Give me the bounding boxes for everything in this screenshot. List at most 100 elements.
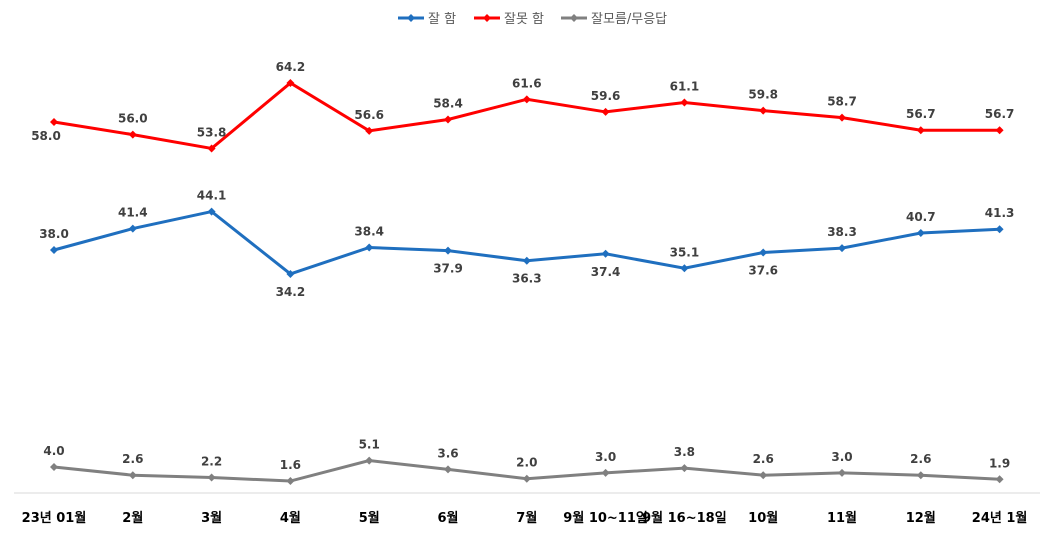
- data-point: [995, 126, 1004, 135]
- data-point: [759, 471, 768, 480]
- data-point: [995, 475, 1004, 484]
- data-point: [50, 463, 58, 471]
- data-label: 53.8: [197, 125, 227, 139]
- data-label: 38.4: [354, 224, 384, 238]
- x-tick-label: 23년 01월: [22, 510, 87, 526]
- data-label: 38.0: [39, 227, 69, 241]
- series-잘못-함: 58.0 56.0 53.8 64.2 56.6 58.4 61.6 59.6 61.1 59.8…: [31, 60, 1014, 153]
- data-label: 36.3: [512, 272, 542, 286]
- x-tick-label: 9월 10~11일: [563, 510, 648, 526]
- data-label: 56.0: [118, 112, 148, 126]
- legend-marker: [407, 14, 415, 22]
- legend-item-잘모름-무응답: 잘모름/무응답: [561, 12, 667, 27]
- legend-marker: [570, 14, 578, 22]
- x-tick-label: 3월: [201, 510, 222, 526]
- data-label: 40.7: [906, 210, 936, 224]
- data-label: 59.8: [748, 88, 778, 102]
- data-label: 3.8: [674, 445, 695, 459]
- data-point: [444, 465, 452, 474]
- data-point: [50, 118, 58, 126]
- data-point: [916, 228, 925, 237]
- data-label: 37.9: [433, 262, 463, 276]
- legend-item-잘-함: 잘 함: [398, 12, 456, 27]
- plot-area: 38.0 41.4 44.1 34.2 38.4 37.9 36.3 37.4 35.1 37.6…: [31, 60, 1014, 486]
- data-label: 41.4: [118, 206, 148, 220]
- data-label: 2.6: [753, 452, 774, 466]
- data-point: [601, 468, 610, 477]
- x-tick-label: 7월: [516, 510, 537, 526]
- data-label: 2.0: [516, 456, 537, 470]
- x-tick-label: 11월: [827, 510, 857, 526]
- data-label: 37.6: [748, 264, 778, 278]
- data-point: [207, 473, 216, 482]
- legend-label: 잘못 함: [504, 12, 544, 27]
- legend-marker: [483, 14, 491, 22]
- data-point: [680, 264, 689, 273]
- data-point: [286, 269, 295, 278]
- data-point: [601, 107, 610, 116]
- data-point: [916, 126, 925, 135]
- data-point: [365, 456, 374, 465]
- legend-item-잘못-함: 잘못 함: [474, 12, 544, 27]
- data-label: 5.1: [359, 438, 380, 452]
- data-point: [128, 471, 137, 480]
- x-tick-label: 6월: [437, 510, 458, 526]
- data-point: [207, 207, 216, 216]
- data-point: [838, 113, 846, 122]
- data-label: 4.0: [43, 444, 64, 458]
- data-label: 56.7: [906, 107, 936, 121]
- data-label: 58.7: [827, 95, 857, 109]
- data-point: [128, 224, 137, 233]
- data-point: [522, 256, 531, 265]
- data-point: [50, 246, 58, 254]
- data-point: [601, 249, 610, 258]
- data-label: 61.6: [512, 76, 542, 90]
- data-label: 61.1: [670, 79, 700, 93]
- x-tick-label: 2월: [122, 510, 143, 526]
- data-point: [838, 244, 846, 253]
- x-tick-label: 12월: [906, 510, 936, 526]
- data-point: [995, 225, 1004, 234]
- data-label: 56.7: [985, 107, 1015, 121]
- data-label: 3.0: [595, 450, 616, 464]
- data-point: [128, 130, 137, 139]
- data-point: [838, 468, 846, 477]
- data-point: [365, 243, 374, 252]
- x-tick-label: 4월: [280, 510, 301, 526]
- data-point: [916, 471, 925, 480]
- data-point: [680, 98, 689, 107]
- data-label: 34.2: [276, 285, 306, 299]
- data-point: [759, 248, 768, 257]
- data-point: [680, 464, 689, 473]
- data-label: 56.6: [354, 108, 384, 122]
- data-point: [759, 106, 768, 115]
- data-point: [444, 246, 452, 255]
- data-label: 2.2: [201, 455, 222, 469]
- data-point: [365, 126, 374, 135]
- data-point: [286, 78, 295, 87]
- data-label: 44.1: [197, 189, 227, 203]
- series-잘-함: 38.0 41.4 44.1 34.2 38.4 37.9 36.3 37.4 35.1 37.6…: [39, 189, 1014, 299]
- legend: 잘 함 잘못 함 잘모름/무응답: [398, 12, 667, 27]
- data-label: 2.6: [910, 452, 931, 466]
- data-label: 41.3: [985, 206, 1015, 220]
- data-point: [522, 95, 531, 104]
- x-tick-label: 24년 1월: [972, 510, 1028, 526]
- data-label: 1.9: [989, 456, 1010, 470]
- data-label: 35.1: [670, 245, 700, 259]
- data-label: 2.6: [122, 452, 143, 466]
- data-label: 38.3: [827, 225, 857, 239]
- data-label: 58.0: [31, 129, 61, 143]
- legend-label: 잘 함: [428, 12, 456, 27]
- data-label: 37.4: [591, 265, 621, 279]
- series-잘모름-무응답: 4.0 2.6 2.2 1.6 5.1 3.6 2.0 3.0 3.8 2.6 3.0 2.6 1.9: [43, 438, 1010, 486]
- legend-label: 잘모름/무응답: [591, 12, 667, 27]
- data-point: [522, 474, 531, 483]
- x-tick-label: 5월: [359, 510, 380, 526]
- data-label: 64.2: [276, 60, 306, 74]
- data-point: [207, 144, 216, 153]
- data-label: 59.6: [591, 89, 621, 103]
- x-tick-label: 9월 16~18일: [642, 510, 727, 526]
